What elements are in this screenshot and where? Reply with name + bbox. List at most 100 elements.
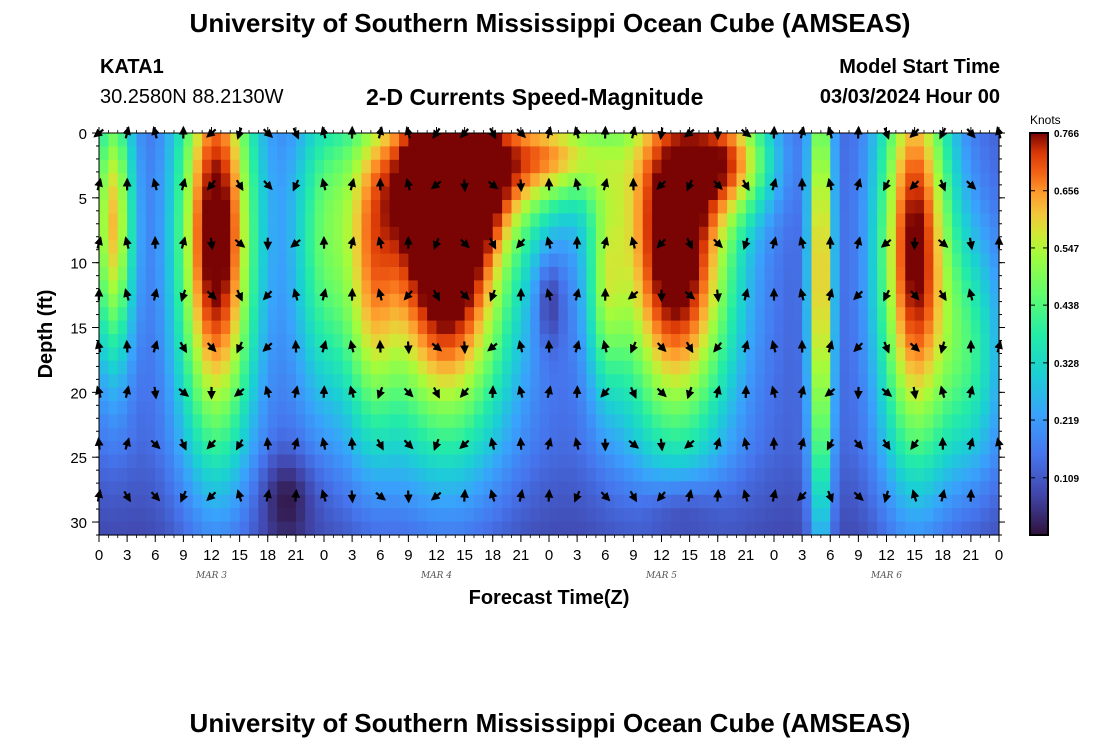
heatmap-cell — [474, 468, 484, 482]
heatmap-cell — [605, 226, 616, 241]
heatmap-cell — [586, 334, 597, 348]
heatmap-cell — [352, 374, 363, 389]
heatmap-cell — [652, 240, 663, 255]
current-arrow — [206, 342, 217, 353]
heatmap-cell — [511, 267, 522, 281]
heatmap-cell — [830, 159, 841, 174]
heatmap-cell — [202, 494, 213, 509]
heatmap-cell — [624, 186, 634, 201]
heatmap-cell — [736, 468, 747, 482]
heatmap-cell — [108, 334, 119, 348]
heatmap-cell — [164, 267, 175, 281]
heatmap-cell — [164, 521, 175, 536]
heatmap-cell — [370, 414, 381, 429]
heatmap-cell — [858, 133, 869, 147]
heatmap-cell — [792, 280, 803, 295]
heatmap-cell — [642, 360, 653, 375]
heatmap-cell — [370, 494, 381, 509]
heatmap-cell — [145, 200, 156, 214]
heatmap-cell — [961, 494, 972, 509]
heatmap-cell — [745, 186, 756, 201]
heatmap-cell — [680, 213, 691, 228]
heatmap-cell — [727, 267, 738, 281]
heatmap-cell — [305, 454, 316, 469]
heatmap-cell — [727, 186, 738, 201]
heatmap-cell — [174, 468, 184, 482]
heatmap-cell — [99, 441, 109, 456]
heatmap-cell — [970, 347, 981, 362]
heatmap-cell — [699, 508, 709, 523]
heatmap-cell — [914, 293, 925, 308]
heatmap-cell — [764, 468, 775, 482]
heatmap-cell — [858, 159, 869, 174]
heatmap-cell — [642, 521, 653, 536]
heatmap-cell — [624, 521, 634, 536]
current-arrow — [459, 387, 470, 398]
heatmap-cell — [952, 133, 963, 147]
date-label: MAR 6 — [870, 571, 902, 581]
heatmap-cell — [642, 200, 653, 214]
heatmap-cell — [399, 374, 409, 389]
heatmap-cell — [192, 200, 203, 214]
current-arrow — [853, 177, 863, 191]
heatmap-cell — [867, 481, 878, 496]
heatmap-cell — [886, 226, 897, 241]
heatmap-cell — [183, 454, 194, 469]
heatmap-cell — [249, 213, 259, 228]
heatmap-cell — [361, 401, 372, 415]
heatmap-cell — [117, 253, 128, 268]
heatmap-cell — [417, 146, 428, 161]
heatmap-cell — [164, 159, 175, 174]
heatmap-cell — [895, 481, 906, 496]
heatmap-cell — [605, 414, 616, 429]
heatmap-cell — [427, 240, 438, 255]
heatmap-cell — [258, 267, 269, 281]
heatmap-cell — [324, 347, 334, 362]
heatmap-cell — [558, 200, 569, 214]
heatmap-cell — [352, 454, 363, 469]
heatmap-cell — [427, 267, 438, 281]
heatmap-cell — [708, 213, 719, 228]
heatmap-cell — [361, 508, 372, 523]
heatmap-cell — [905, 280, 916, 295]
heatmap-cell — [567, 374, 578, 389]
heatmap-cell — [117, 280, 128, 295]
heatmap-cell — [549, 307, 559, 322]
heatmap-cell — [220, 401, 231, 415]
heatmap-cell — [295, 240, 306, 255]
heatmap-cell — [445, 441, 456, 456]
heatmap-cell — [502, 427, 513, 442]
heatmap-cell — [464, 293, 475, 308]
heatmap-cell — [530, 347, 541, 362]
heatmap-cell — [145, 334, 156, 348]
heatmap-cell — [145, 307, 156, 322]
heatmap-cell — [239, 173, 250, 188]
heatmap-cell — [277, 159, 288, 174]
current-arrow — [656, 387, 667, 398]
heatmap-cell — [445, 334, 456, 348]
heatmap-cell — [764, 253, 775, 268]
heatmap-cell — [652, 267, 663, 281]
heatmap-cell — [830, 427, 841, 442]
heatmap-cell — [933, 200, 944, 214]
heatmap-cell — [99, 508, 109, 523]
heatmap-cell — [933, 173, 944, 188]
current-arrow — [151, 177, 160, 191]
heatmap-cell — [717, 521, 728, 536]
heatmap-cell — [605, 441, 616, 456]
heatmap-cell — [886, 508, 897, 523]
y-axis-label: Depth (ft) — [35, 290, 57, 379]
heatmap-cell — [155, 387, 166, 402]
heatmap-cell — [333, 454, 344, 469]
heatmap-cell — [952, 186, 963, 201]
heatmap-cell — [802, 347, 813, 362]
heatmap-cell — [511, 186, 522, 201]
heatmap-cell — [417, 267, 428, 281]
current-arrow — [545, 236, 554, 249]
heatmap-cell — [961, 307, 972, 322]
heatmap-cell — [605, 146, 616, 161]
heatmap-cell — [239, 267, 250, 281]
heatmap-cell — [530, 240, 541, 255]
heatmap-cell — [502, 186, 513, 201]
current-arrow — [769, 177, 778, 191]
